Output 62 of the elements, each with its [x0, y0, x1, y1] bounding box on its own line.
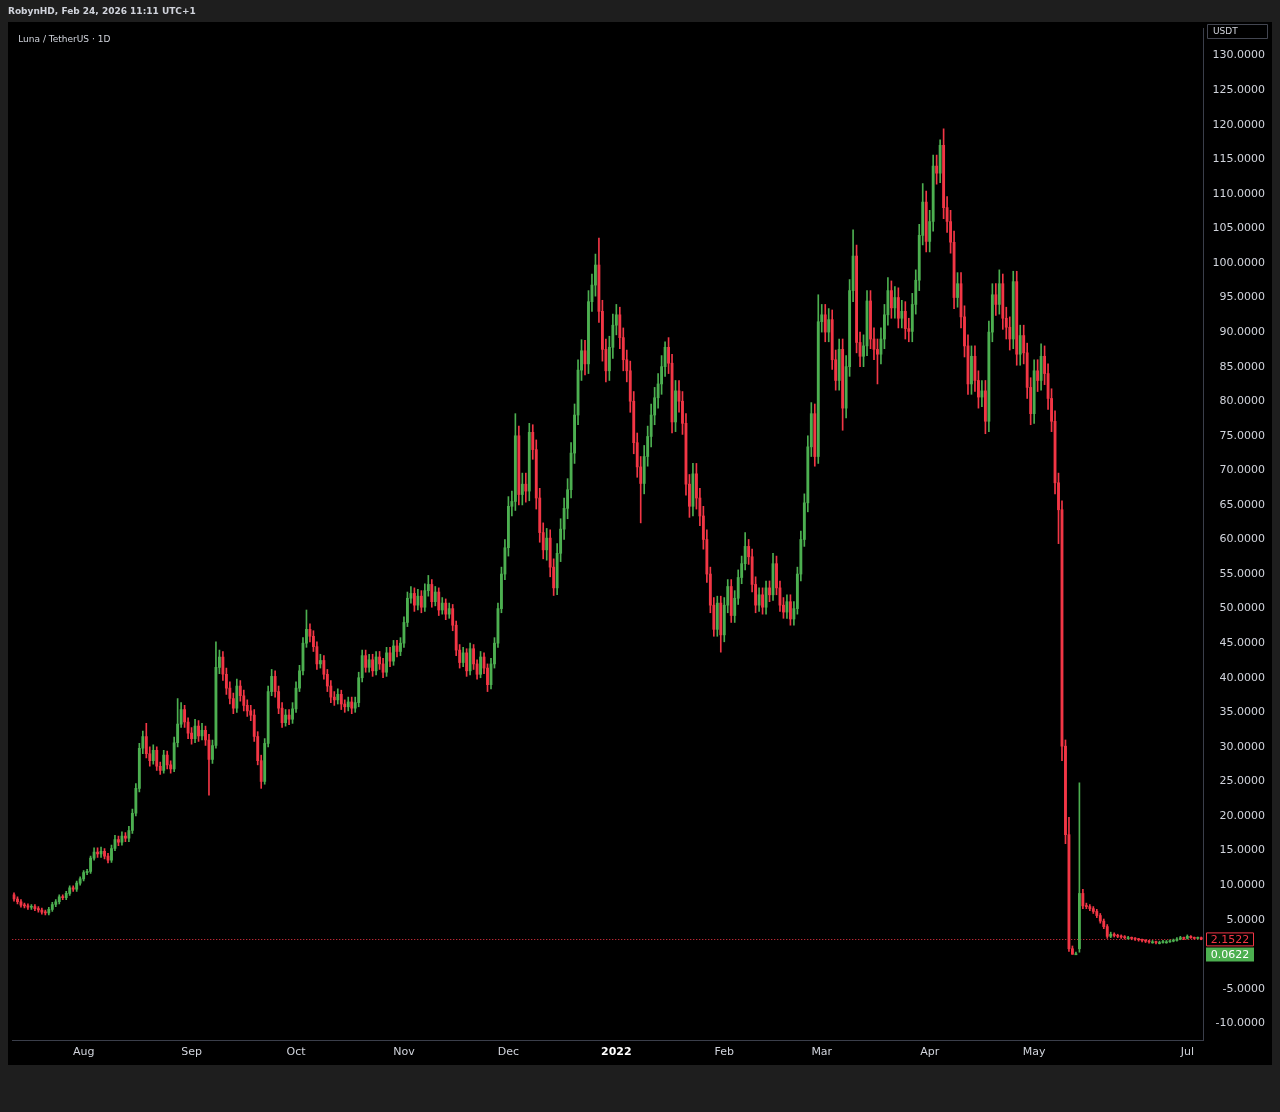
y-tick-label: 85.0000 [1219, 359, 1265, 373]
y-tick-label: 65.0000 [1219, 497, 1265, 511]
x-tick-label: Dec [497, 1045, 520, 1059]
y-tick-label: 90.0000 [1219, 324, 1265, 338]
candlestick [26, 903, 30, 910]
y-tick-label: 100.0000 [1212, 255, 1265, 269]
candlestick [970, 345, 973, 395]
x-tick-label: Jul [1179, 1045, 1194, 1059]
y-tick-label: 130.0000 [1212, 48, 1265, 62]
y-tick-label: -10.0000 [1215, 1016, 1265, 1030]
candlestick [29, 904, 33, 910]
x-tick-label: Aug [72, 1045, 95, 1059]
candlestick [16, 896, 19, 905]
candlestick [385, 647, 388, 677]
ref-line-label: 2.1522 [1210, 932, 1250, 946]
x-tick-label: May [1022, 1045, 1046, 1059]
candlestick [284, 709, 287, 727]
candlestick [980, 380, 984, 408]
candlestick [768, 580, 771, 603]
x-tick-label: Sep [181, 1045, 202, 1059]
y-tick-label: 30.0000 [1219, 739, 1265, 753]
y-tick-label: 25.0000 [1219, 774, 1265, 788]
x-tick-label: Oct [286, 1045, 307, 1059]
x-tick-label: Feb [714, 1045, 735, 1059]
y-tick-label: 35.0000 [1219, 705, 1265, 719]
candlestick [956, 272, 959, 308]
y-tick-label: 5.0000 [1226, 912, 1265, 926]
x-tick-label: Nov [393, 1045, 416, 1059]
x-tick-label: Apr [920, 1045, 940, 1059]
y-tick-label: 125.0000 [1212, 82, 1265, 96]
y-tick-label: 50.0000 [1219, 601, 1265, 615]
y-tick-label: 40.0000 [1219, 670, 1265, 684]
text: 0.0622 [1210, 947, 1250, 961]
candlestick [524, 472, 528, 503]
text: RobynHD, Feb 24, 2026 11:11 UTC+1 [8, 5, 196, 17]
y-tick-label: 95.0000 [1219, 290, 1265, 304]
candlestick [1158, 940, 1161, 945]
x-tick-label: Mar [811, 1045, 833, 1059]
y-tick-label: 45.0000 [1219, 636, 1265, 650]
y-tick-label: 105.0000 [1212, 221, 1265, 235]
y-tick-label: 60.0000 [1219, 532, 1265, 546]
candlestick [479, 651, 482, 679]
candlestick [117, 835, 120, 847]
y-tick-label: 70.0000 [1219, 463, 1265, 477]
y-tick-label: 20.0000 [1219, 808, 1265, 822]
candlestick [674, 380, 677, 432]
candlestick [197, 720, 200, 742]
y-tick-label: 15.0000 [1219, 843, 1265, 857]
candlestick [761, 587, 764, 615]
y-tick-label: -5.0000 [1222, 981, 1265, 995]
y-tick-label: 115.0000 [1212, 152, 1265, 166]
y-tick-label: 120.0000 [1212, 117, 1265, 131]
x-tick-label: 2022 [601, 1045, 632, 1059]
y-tick-label: 55.0000 [1219, 566, 1265, 580]
y-tick-label: 110.0000 [1212, 186, 1265, 200]
candlestick [103, 848, 106, 860]
y-tick-label: 80.0000 [1219, 394, 1265, 408]
candlestick [392, 640, 395, 666]
y-tick-label: 75.0000 [1219, 428, 1265, 442]
text: Luna / TetherUS · 1D [18, 33, 111, 44]
y-tick-label: 10.0000 [1219, 878, 1265, 891]
y-axis-title: USDT [1213, 26, 1239, 37]
